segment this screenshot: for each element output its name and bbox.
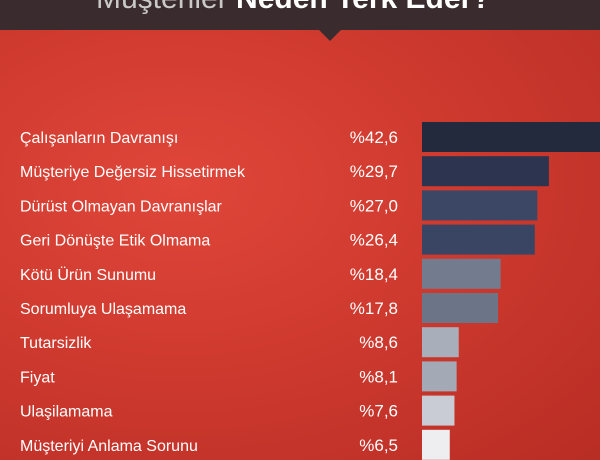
- value-label-7: %8,6: [359, 333, 398, 352]
- value-label-5: %18,4: [350, 265, 398, 284]
- header-band: [0, 0, 600, 30]
- value-label-8: %8,1: [359, 367, 398, 386]
- value-label-3: %27,0: [350, 196, 398, 215]
- bar-7: [422, 327, 459, 358]
- value-label-2: %29,7: [350, 162, 398, 181]
- category-label-1: Çalışanların Davranışı: [20, 130, 178, 147]
- bar-1: [422, 122, 600, 152]
- category-label-10: Müşteriyi Anlama Sorunu: [20, 438, 198, 455]
- bar-9: [422, 395, 455, 426]
- value-label-9: %7,6: [359, 402, 398, 421]
- bar-4: [422, 224, 535, 255]
- category-label-3: Dürüst Olmayan Davranışlar: [20, 198, 223, 215]
- header-pointer: [318, 29, 342, 41]
- category-label-9: Ulaşilamama: [20, 404, 113, 421]
- value-label-1: %42,6: [350, 128, 398, 147]
- value-label-4: %26,4: [350, 231, 398, 250]
- bar-3: [422, 190, 538, 221]
- bar-5: [422, 258, 501, 289]
- category-label-4: Geri Dönüşte Etik Olmama: [20, 233, 210, 250]
- bar-10: [422, 429, 450, 460]
- value-label-6: %17,8: [350, 299, 398, 318]
- title-bold: Neden Terk Eder?: [236, 0, 491, 15]
- bar-2: [422, 156, 549, 187]
- category-label-8: Fiyat: [20, 369, 55, 386]
- value-label-10: %6,5: [359, 436, 398, 455]
- category-label-2: Müşteriye Değersiz Hissetirmek: [20, 164, 246, 181]
- bar-6: [422, 293, 499, 323]
- category-label-6: Sorumluya Ulaşamama: [20, 301, 186, 318]
- title-light: Müşteriler: [96, 0, 228, 15]
- bar-8: [422, 361, 457, 392]
- category-label-7: Tutarsizlik: [20, 335, 92, 352]
- chart-title: Müşteriler Neden Terk Eder?: [96, 0, 491, 14]
- category-label-5: Kötü Ürün Sunumu: [20, 266, 156, 284]
